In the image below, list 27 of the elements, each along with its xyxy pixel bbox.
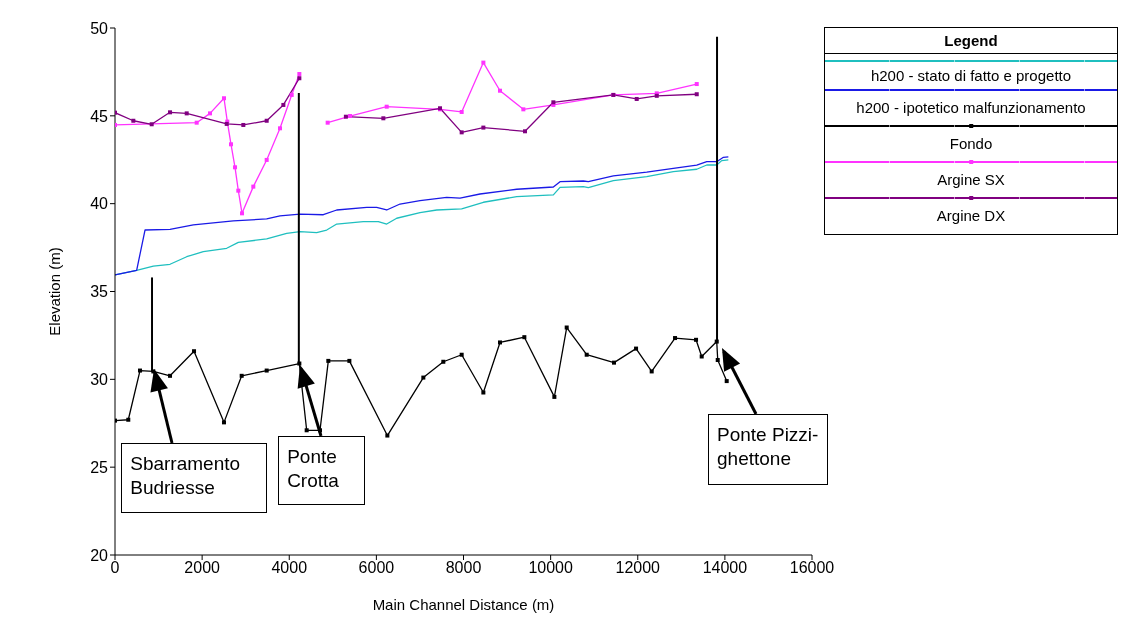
y-tick-label: 25: [90, 458, 109, 476]
y-tick-label: 20: [90, 546, 109, 564]
y-tick-label: 35: [90, 283, 109, 301]
annotation: Ponte Crotta: [278, 436, 366, 506]
x-tick-label: 4000: [271, 559, 308, 577]
x-tick-label: 12000: [615, 559, 661, 577]
legend-label: Fondo: [948, 134, 994, 152]
x-tick-label: 2000: [184, 559, 221, 577]
legend-label: h200 - stato di fatto e progetto: [869, 66, 1073, 84]
legend-label: h200 - ipotetico malfunzionamento: [855, 98, 1087, 116]
y-axis-title: Elevation (m): [46, 247, 64, 336]
y-tick-label: 40: [90, 195, 109, 213]
x-axis-title: Main Channel Distance (m): [372, 596, 555, 613]
x-tick-label: 16000: [789, 559, 835, 577]
legend-label: Argine SX: [936, 170, 1006, 188]
x-tick-label: 10000: [528, 559, 573, 577]
x-tick-label: 14000: [702, 559, 748, 577]
annotation: Sbarramento Budriesse: [121, 442, 268, 513]
legend-title: Legend: [825, 28, 1117, 54]
y-tick-label: 50: [90, 19, 109, 37]
x-tick-label: 0: [110, 559, 120, 577]
annotation: Ponte Pizzi- ghettone: [708, 413, 829, 485]
legend-label: Argine DX: [935, 206, 1007, 224]
x-tick-label: 6000: [358, 559, 395, 577]
y-tick-label: 30: [90, 371, 109, 389]
x-tick-label: 8000: [445, 559, 482, 577]
y-tick-label: 45: [90, 107, 109, 125]
